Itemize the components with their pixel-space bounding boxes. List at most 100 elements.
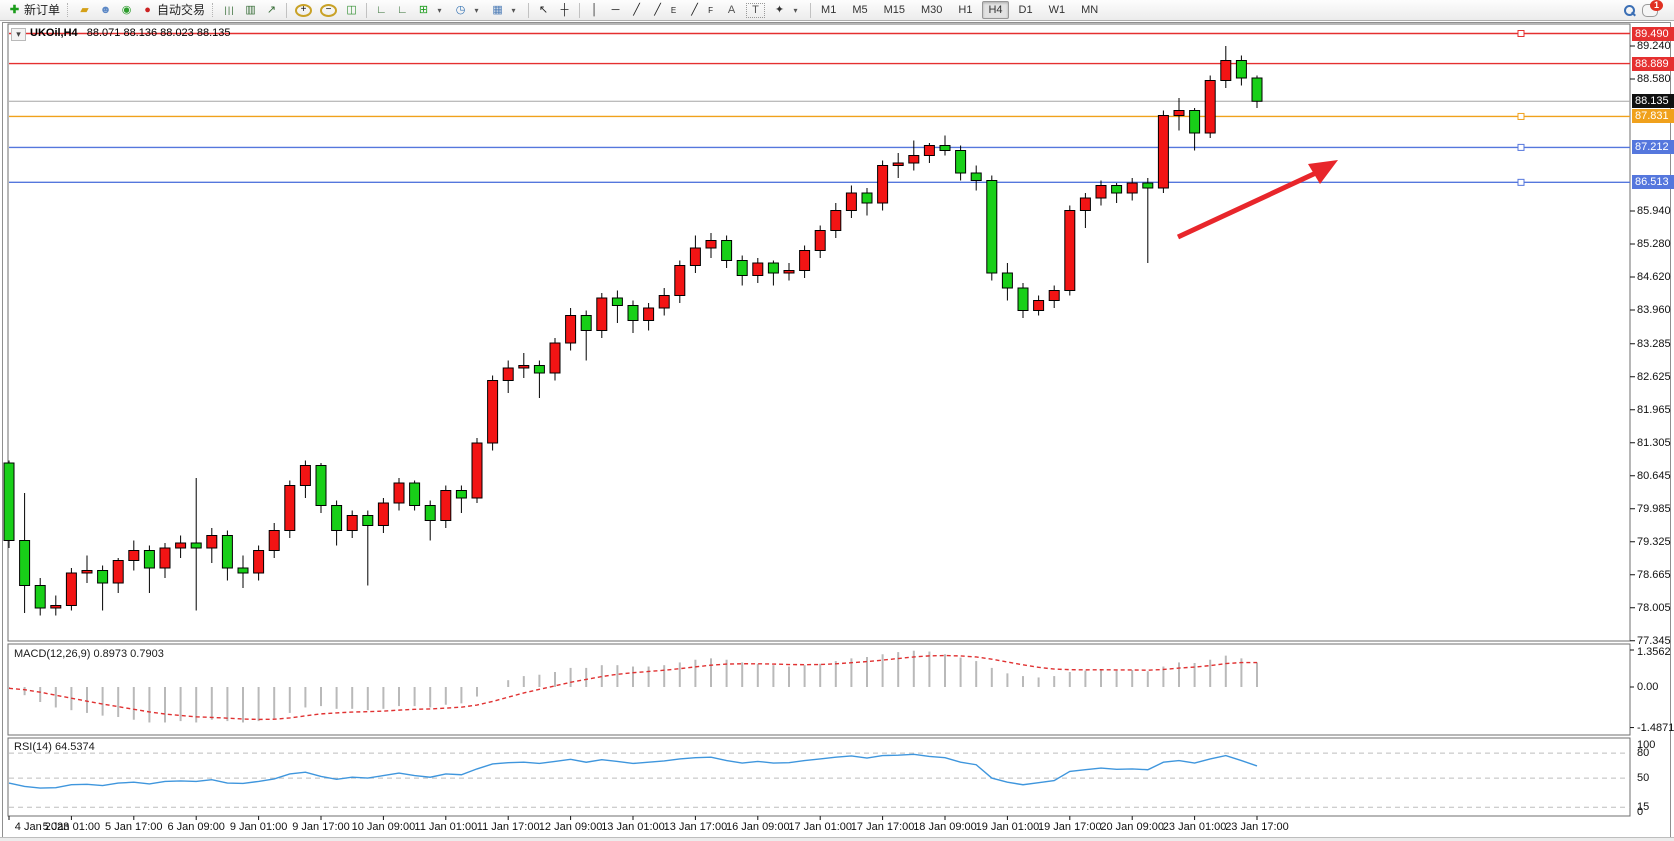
zoom-out-button[interactable]: − xyxy=(316,2,341,19)
timeframe-W1[interactable]: W1 xyxy=(1048,4,1066,16)
cursor-button[interactable]: ↖ xyxy=(533,2,554,19)
price-tick-79.985: 79.985 xyxy=(1637,502,1671,515)
candle-1 xyxy=(19,540,31,586)
text-tool-button[interactable]: A xyxy=(721,2,742,19)
price-tick-78.665: 78.665 xyxy=(1637,568,1671,581)
candle-24 xyxy=(377,502,389,526)
candle-66 xyxy=(1033,300,1045,311)
bar-chart-icon: ||| xyxy=(224,4,235,15)
price-tick-79.325: 79.325 xyxy=(1637,535,1671,548)
candle-29 xyxy=(455,490,467,499)
price-tick-81.305: 81.305 xyxy=(1637,436,1671,449)
timeframe-H4[interactable]: H4 xyxy=(982,1,1009,19)
bar-chart-button[interactable]: ||| xyxy=(219,2,240,19)
candle-38 xyxy=(596,297,608,331)
candle-42 xyxy=(658,295,670,309)
candle-80 xyxy=(1251,77,1263,102)
signal-button[interactable]: ◉ xyxy=(116,2,137,19)
time-tick-11 Jan 17:00: 11 Jan 17:00 xyxy=(476,821,540,833)
new-order-button[interactable]: ✚ 新订单 xyxy=(4,2,64,19)
timeframe-M1[interactable]: M1 xyxy=(821,4,837,16)
label-tool-button[interactable]: T xyxy=(742,2,769,19)
candle-6 xyxy=(97,570,109,584)
candle-67 xyxy=(1048,290,1060,301)
fibonacci-icon: F xyxy=(708,5,713,15)
candle-15 xyxy=(237,567,249,574)
candle-60 xyxy=(939,145,951,151)
timeframe-H1[interactable]: H1 xyxy=(958,4,973,16)
notification-badge: 1 xyxy=(1650,0,1663,11)
bottom-window-edge xyxy=(0,837,1674,841)
new-order-label: 新订单 xyxy=(24,2,61,17)
periods-button[interactable]: ◷ ▾ xyxy=(450,2,487,19)
rsi-tick-80: 80 xyxy=(1637,747,1650,760)
autotrade-button[interactable]: ● 自动交易 xyxy=(137,2,209,19)
candle-49 xyxy=(767,262,779,274)
account-button[interactable]: ☻ xyxy=(95,2,116,19)
candle-9 xyxy=(143,550,155,569)
price-tick-82.625: 82.625 xyxy=(1637,370,1671,383)
candle-0 xyxy=(3,462,15,541)
toolbar-grip xyxy=(212,3,216,17)
line-chart-button[interactable]: ↗ xyxy=(261,2,282,19)
add-chart-button[interactable]: ⊞ ▾ xyxy=(413,2,450,19)
candle-78 xyxy=(1220,60,1232,81)
time-tick-13 Jan 17:00: 13 Jan 17:00 xyxy=(663,821,728,833)
timeframe-D1[interactable]: D1 xyxy=(1018,4,1033,16)
candle-13 xyxy=(206,535,218,549)
templates-button[interactable]: ▦ ▾ xyxy=(487,2,524,19)
candle-77 xyxy=(1204,80,1216,134)
timeframe-M5[interactable]: M5 xyxy=(852,4,868,16)
account-icon: ☻ xyxy=(99,3,112,16)
candle-71 xyxy=(1111,185,1123,194)
timeframe-MN[interactable]: MN xyxy=(1081,4,1099,16)
indicator-window-button[interactable]: ∟ xyxy=(392,2,413,19)
candle-61 xyxy=(955,150,967,174)
channel-button[interactable]: ╱ E xyxy=(647,2,684,19)
gold-ingot-button[interactable]: ▰ xyxy=(74,2,95,19)
candle-14 xyxy=(221,535,233,569)
vertical-line-icon: │ xyxy=(591,3,598,16)
timeframe-M15[interactable]: M15 xyxy=(883,4,905,16)
price-tick-80.645: 80.645 xyxy=(1637,469,1671,482)
chat-bubble-icon: 1 xyxy=(1642,0,1663,17)
chart-window xyxy=(2,22,1671,838)
search-button[interactable] xyxy=(1620,2,1638,19)
candle-76 xyxy=(1189,110,1201,134)
trend-arrow[interactable] xyxy=(1176,169,1320,240)
shapes-button[interactable]: ✦ ▾ xyxy=(769,2,806,19)
macd-indicator-label: MACD(12,26,9) 0.8973 0.7903 xyxy=(14,648,164,660)
crosshair-button[interactable]: ┼ xyxy=(554,2,575,19)
candle-16 xyxy=(253,550,265,574)
candle-51 xyxy=(799,250,811,271)
symbol-dropdown[interactable]: ▾ xyxy=(11,28,26,41)
fibonacci-button[interactable]: ╱ F xyxy=(684,2,721,19)
indicators-button[interactable]: ∟ xyxy=(371,2,392,19)
vertical-line-button[interactable]: │ xyxy=(584,2,605,19)
trendline-button[interactable]: ╱ xyxy=(626,2,647,19)
candle-27 xyxy=(424,505,436,521)
time-tick-23 Jan 01:00: 23 Jan 01:00 xyxy=(1162,821,1227,833)
horizontal-line-button[interactable]: ─ xyxy=(605,2,626,19)
toolbar-separator xyxy=(366,2,368,18)
candle-56 xyxy=(877,165,889,204)
ingot-icon: ▰ xyxy=(80,3,89,16)
notifications-button[interactable]: 1 xyxy=(1638,0,1663,19)
trendline-icon: ╱ xyxy=(691,3,698,16)
timeframe-M30[interactable]: M30 xyxy=(921,4,943,16)
time-tick-11 Jan 01:00: 11 Jan 01:00 xyxy=(414,821,478,833)
candle-64 xyxy=(1001,272,1013,289)
time-tick-13 Jan 01:00: 13 Jan 01:00 xyxy=(601,821,665,833)
candlestick-chart-icon: ▥ xyxy=(245,3,256,16)
time-tick-9 Jan 01:00: 9 Jan 01:00 xyxy=(229,821,288,833)
candlestick-chart-button[interactable]: ▥ xyxy=(240,2,261,19)
candle-20 xyxy=(315,465,327,506)
tile-windows-button[interactable]: ◫ xyxy=(341,2,362,19)
rsi-indicator-label: RSI(14) 64.5374 xyxy=(14,741,95,753)
zoom-in-button[interactable]: + xyxy=(291,2,316,19)
candle-75 xyxy=(1173,110,1185,116)
candle-5 xyxy=(81,570,93,574)
price-tick-85.940: 85.940 xyxy=(1637,205,1671,217)
